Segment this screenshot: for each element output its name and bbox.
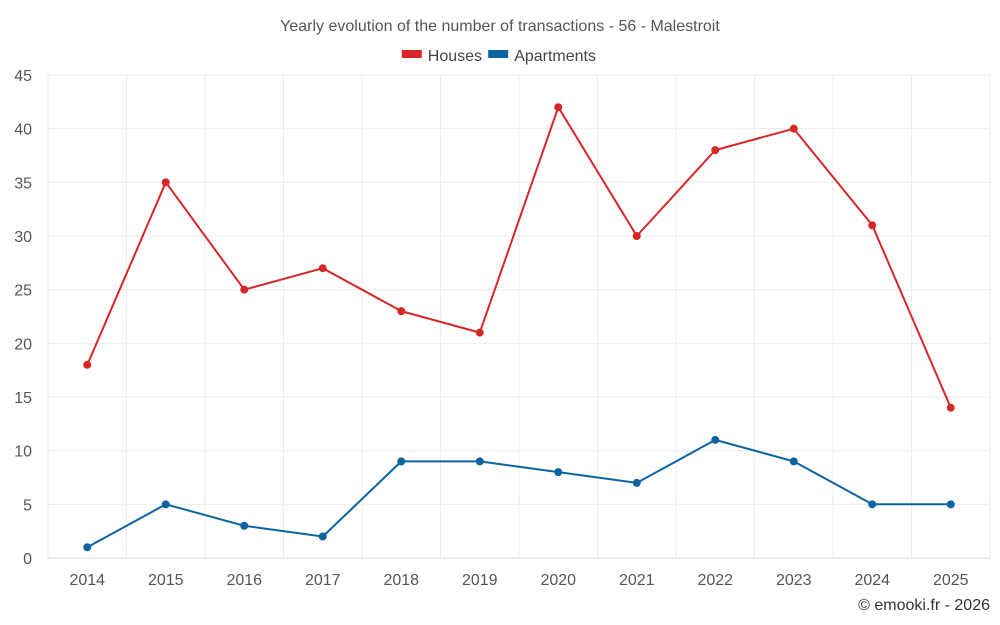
y-tick-label: 5 <box>23 497 32 514</box>
data-point <box>946 500 955 509</box>
data-point <box>946 403 955 412</box>
data-point <box>711 146 720 155</box>
series-line-houses <box>86 106 952 409</box>
y-tick-label: 30 <box>14 229 32 246</box>
legend-item-apartments: Apartments <box>488 48 596 65</box>
x-tick-label: 2024 <box>854 572 890 589</box>
data-point <box>240 521 249 530</box>
x-tick-label: 2019 <box>462 572 498 589</box>
x-tick-label: 2025 <box>933 572 969 589</box>
data-point <box>397 457 406 466</box>
data-point <box>318 264 327 273</box>
data-point <box>632 478 641 487</box>
series-apartments <box>83 435 955 552</box>
legend-label: Apartments <box>514 48 596 65</box>
data-point <box>83 543 92 552</box>
series-layer <box>83 103 955 552</box>
data-point <box>711 435 720 444</box>
x-tick-label: 2022 <box>697 572 733 589</box>
x-tick-label: 2015 <box>148 572 184 589</box>
y-tick-label: 0 <box>23 551 32 568</box>
data-point <box>554 468 563 477</box>
legend-item-houses: Houses <box>401 48 482 65</box>
data-point <box>475 328 484 337</box>
y-tick-label: 25 <box>14 283 32 300</box>
x-tick-label: 2021 <box>619 572 655 589</box>
chart-title: Yearly evolution of the number of transa… <box>280 18 720 35</box>
data-point <box>240 285 249 294</box>
legend-swatch <box>488 50 509 58</box>
legend-label: Houses <box>428 48 482 65</box>
data-point <box>161 178 170 187</box>
y-tick-label: 15 <box>14 390 32 407</box>
data-point <box>789 124 798 133</box>
data-point <box>397 307 406 316</box>
series-houses <box>83 103 955 412</box>
data-point <box>789 457 798 466</box>
y-tick-label: 10 <box>14 444 32 461</box>
credit-text: © emooki.fr - 2026 <box>858 597 990 614</box>
data-point <box>554 103 563 112</box>
legend: Houses Apartments <box>401 48 596 65</box>
data-point <box>868 500 877 509</box>
data-point <box>83 360 92 369</box>
x-tick-label: 2023 <box>776 572 812 589</box>
x-tick-label: 2018 <box>383 572 419 589</box>
data-point <box>475 457 484 466</box>
y-tick-label: 45 <box>14 68 32 85</box>
y-tick-label: 20 <box>14 336 32 353</box>
data-point <box>632 232 641 240</box>
series-line-apartments <box>86 438 951 549</box>
y-tick-label: 40 <box>14 122 32 139</box>
y-tick-label: 35 <box>14 175 32 192</box>
x-tick-label: 2020 <box>540 572 576 589</box>
legend-swatch <box>401 50 422 58</box>
grid <box>47 74 991 559</box>
data-point <box>868 221 877 230</box>
data-point <box>161 500 170 509</box>
x-tick-label: 2016 <box>226 572 262 589</box>
data-point <box>318 532 327 541</box>
x-tick-label: 2014 <box>69 572 105 589</box>
x-tick-label: 2017 <box>305 572 341 589</box>
